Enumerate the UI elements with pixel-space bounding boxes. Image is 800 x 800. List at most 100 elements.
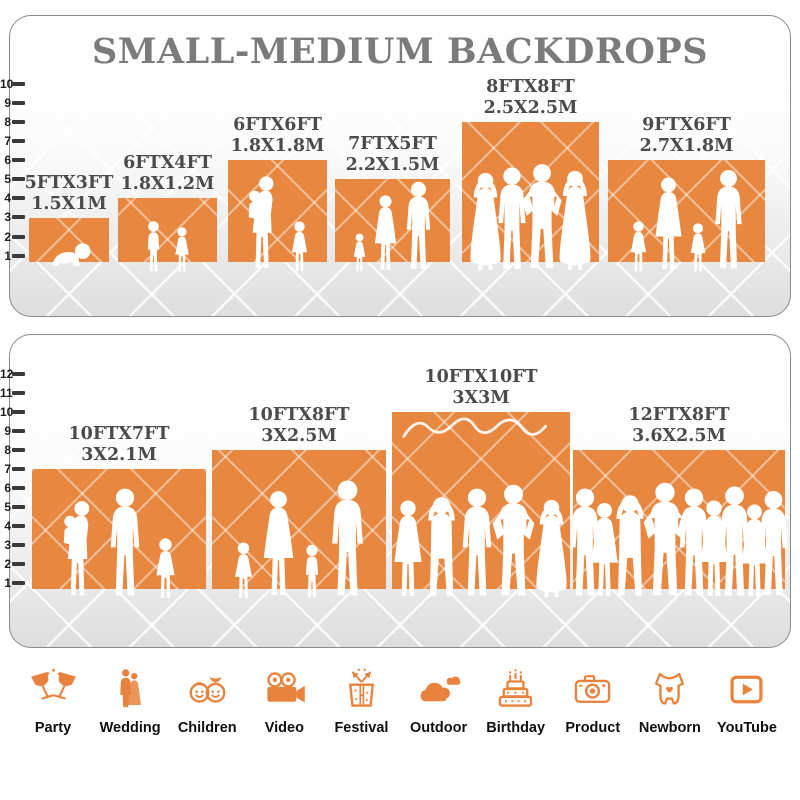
backdrop-size-label: 5FTX3FT 1.5X1M bbox=[24, 173, 114, 214]
page-title: SMALL-MEDIUM BACKDROPS bbox=[91, 31, 709, 72]
category-label: Newborn bbox=[638, 720, 701, 736]
family-silhouettes bbox=[32, 488, 206, 600]
tick-dash bbox=[12, 177, 25, 181]
tick-dash bbox=[12, 562, 25, 566]
family-silhouettes bbox=[212, 480, 386, 600]
tick-dash bbox=[12, 196, 25, 200]
ruler-tick: 7 bbox=[0, 135, 25, 147]
backdrop-6ftx6ft: 6FTX6FT 1.8X1.8M bbox=[228, 115, 327, 262]
backdrop-size-label: 6FTX4FT 1.8X1.2M bbox=[120, 153, 215, 194]
baby-silhouette bbox=[29, 241, 109, 269]
tick-dash bbox=[12, 101, 25, 105]
ruler-tick: 8 bbox=[0, 116, 25, 128]
tick-dash bbox=[12, 524, 25, 528]
youtube-play-icon bbox=[730, 675, 764, 704]
video-camera-icon bbox=[267, 672, 305, 703]
ruler-tick: 4 bbox=[0, 192, 25, 204]
tick-dash bbox=[12, 372, 25, 376]
tick-dash bbox=[12, 486, 25, 490]
category-label: Festival bbox=[334, 720, 389, 736]
tick-dash bbox=[12, 581, 25, 585]
ruler-tick: 9 bbox=[0, 425, 25, 437]
tick-dash bbox=[12, 505, 25, 509]
tick-dash bbox=[12, 215, 25, 219]
ruler-tick: 5 bbox=[0, 173, 25, 185]
ruler-tick: 12 bbox=[0, 368, 25, 380]
children-silhouettes bbox=[118, 221, 217, 273]
category-newborn: Newborn bbox=[633, 666, 707, 736]
outdoor-clouds-icon bbox=[420, 676, 461, 702]
backdrop-10ftx10ft: 10FTX10FT 3X3M bbox=[392, 367, 570, 589]
ruler-tick: 6 bbox=[0, 482, 25, 494]
backdrop-size-label: 12FTX8FT 3.6X2.5M bbox=[628, 405, 730, 446]
category-row: Party Wedding bbox=[16, 666, 784, 736]
backdrop-size-label: 10FTX8FT 3X2.5M bbox=[248, 405, 350, 446]
category-label: Outdoor bbox=[409, 720, 468, 736]
tick-dash bbox=[12, 139, 25, 143]
ruler-tick: 1 bbox=[0, 577, 25, 589]
tick-dash bbox=[12, 448, 25, 452]
category-wedding: Wedding bbox=[93, 666, 167, 736]
ruler-tick: 8 bbox=[0, 444, 25, 456]
backdrop-size-label: 9FTX6FT 2.7X1.8M bbox=[639, 115, 734, 156]
category-outdoor: Outdoor bbox=[402, 666, 476, 736]
tick-dash bbox=[12, 82, 25, 86]
category-label: Birthday bbox=[486, 720, 546, 736]
ruler-tick: 2 bbox=[0, 558, 25, 570]
ruler-tick: 7 bbox=[0, 463, 25, 475]
festival-gift-icon bbox=[348, 668, 374, 707]
backdrop-size-label: 7FTX5FT 2.2X1.5M bbox=[345, 134, 440, 175]
ruler-tick: 6 bbox=[0, 154, 25, 166]
script-decoration bbox=[402, 417, 547, 438]
children-faces-icon bbox=[189, 677, 226, 703]
tick-dash bbox=[12, 254, 25, 258]
wedding-couple-icon bbox=[119, 669, 141, 708]
ruler-tick: 5 bbox=[0, 501, 25, 513]
ruler-tick: 1 bbox=[0, 250, 25, 262]
family-silhouettes bbox=[335, 181, 450, 273]
tick-dash bbox=[12, 158, 25, 162]
group-silhouettes bbox=[392, 484, 570, 600]
category-birthday: Birthday bbox=[479, 666, 553, 736]
tick-dash bbox=[12, 235, 25, 239]
backdrop-12ftx8ft: 12FTX8FT 3.6X2.5M bbox=[573, 405, 785, 589]
category-label: Product bbox=[565, 720, 621, 736]
backdrop-5ftx3ft: 5FTX3FT 1.5X1M bbox=[25, 173, 113, 262]
mother-children-silhouettes bbox=[228, 175, 327, 273]
ruler-tick: 9 bbox=[0, 97, 25, 109]
backdrop-10ftx8ft: 10FTX8FT 3X2.5M bbox=[212, 405, 386, 589]
category-festival: Festival bbox=[324, 666, 398, 736]
backdrop-10ftx7ft: 10FTX7FT 3X2.1M bbox=[32, 424, 206, 589]
backdrop-9ftx6ft: 9FTX6FT 2.7X1.8M bbox=[608, 115, 765, 262]
category-label: Party bbox=[34, 720, 72, 736]
backdrop-size-label: 10FTX10FT 3X3M bbox=[424, 367, 538, 408]
ruler-tick: 10 bbox=[0, 78, 25, 90]
product-camera-icon bbox=[575, 675, 611, 703]
tick-dash bbox=[12, 391, 25, 395]
category-label: YouTube bbox=[717, 720, 777, 736]
ruler-tick: 3 bbox=[0, 539, 25, 551]
tick-dash bbox=[12, 410, 25, 414]
ruler-tick: 4 bbox=[0, 520, 25, 532]
ruler-tick: 10 bbox=[0, 406, 25, 418]
party-glasses-icon bbox=[30, 668, 76, 700]
category-youtube: YouTube bbox=[710, 666, 784, 736]
family-silhouettes bbox=[608, 169, 765, 273]
ruler-tick: 11 bbox=[0, 387, 25, 399]
crowd-silhouettes bbox=[573, 482, 785, 600]
category-product: Product bbox=[556, 666, 630, 736]
backdrop-8ftx8ft: 8FTX8FT 2.5X2.5M bbox=[462, 77, 599, 262]
category-children: Children bbox=[170, 666, 244, 736]
backdrop-size-label: 8FTX8FT 2.5X2.5M bbox=[483, 77, 578, 118]
tick-dash bbox=[12, 543, 25, 547]
backdrop-6ftx4ft: 6FTX4FT 1.8X1.2M bbox=[118, 153, 217, 262]
tick-dash bbox=[12, 120, 25, 124]
category-label: Wedding bbox=[99, 720, 161, 736]
tick-dash bbox=[12, 467, 25, 471]
newborn-onesie-icon bbox=[655, 672, 685, 705]
backdrop-size-label: 6FTX6FT 1.8X1.8M bbox=[230, 115, 325, 156]
ruler-tick: 3 bbox=[0, 211, 25, 223]
tick-dash bbox=[12, 429, 25, 433]
category-party: Party bbox=[16, 666, 90, 736]
